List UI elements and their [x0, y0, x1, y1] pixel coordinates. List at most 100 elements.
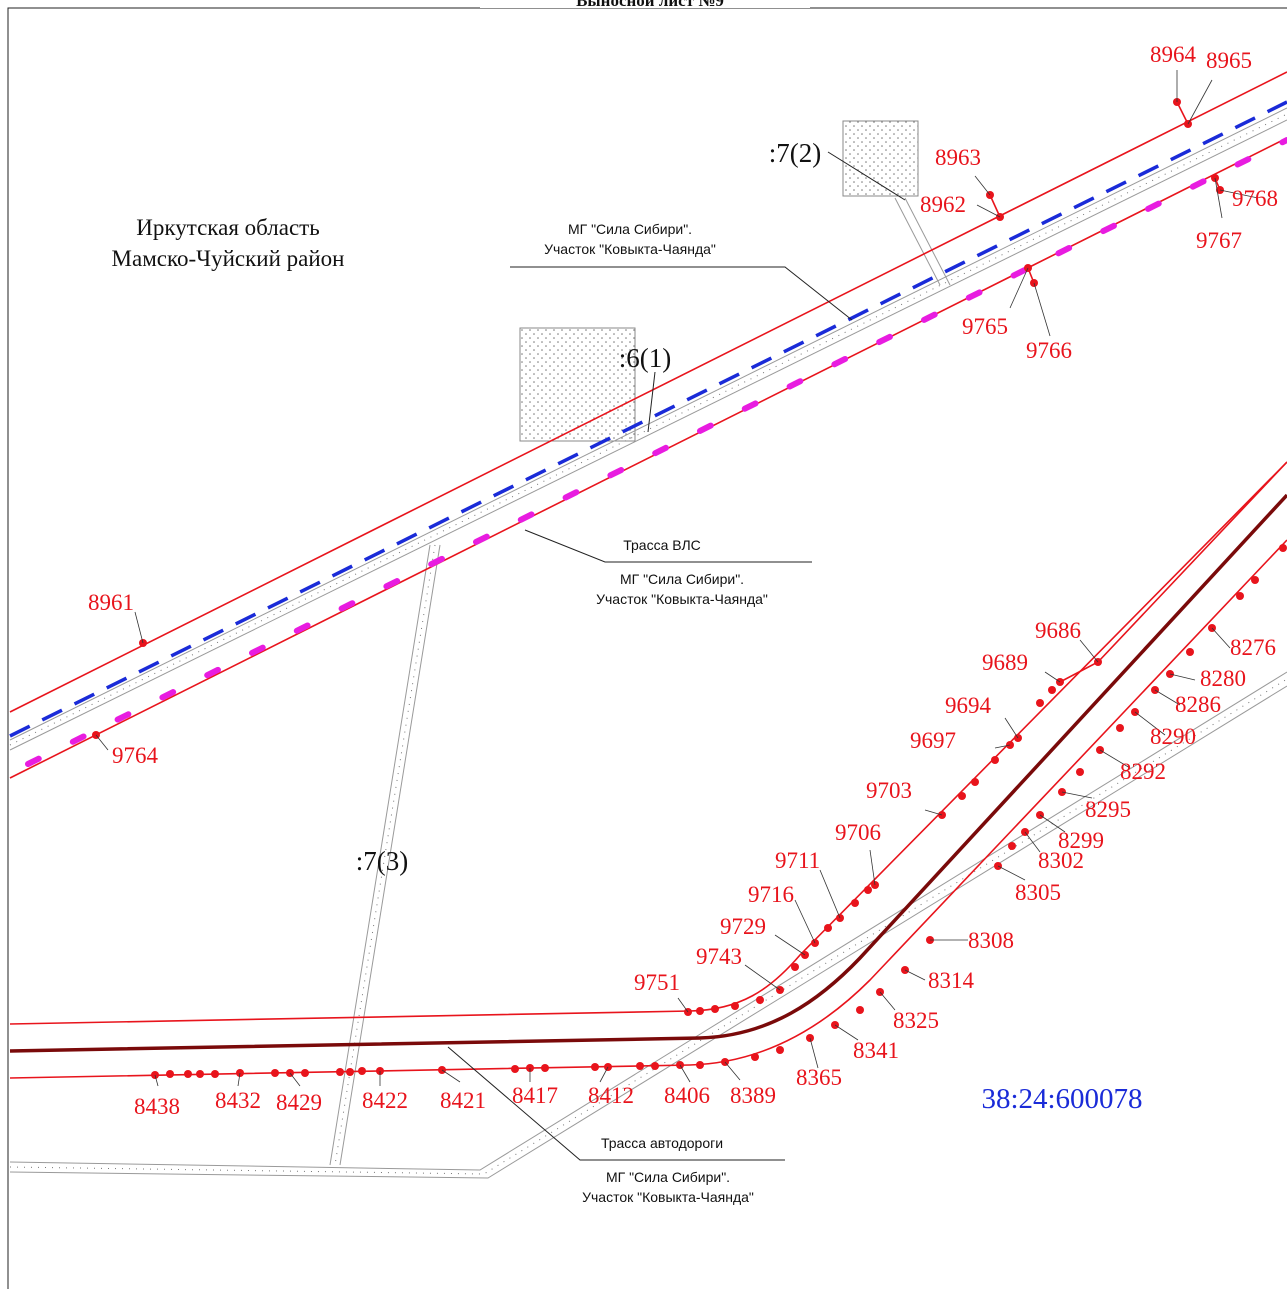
point-label-8429: 8429 — [276, 1090, 322, 1115]
power-line-route — [25, 137, 1287, 767]
point-label-8421: 8421 — [440, 1088, 486, 1113]
point-label-8280: 8280 — [1200, 666, 1246, 691]
point-marker — [711, 1005, 719, 1013]
road-strips — [9, 107, 1287, 1179]
callout-vls-line-2: Участок "Ковыкта-Чаянда" — [596, 591, 768, 607]
point-marker — [166, 1070, 174, 1078]
point-label-8962: 8962 — [920, 192, 966, 217]
point-marker — [511, 1065, 519, 1073]
boundary-jog-8964 — [1176, 101, 1189, 125]
callout-mg-top-line-1: МГ "Сила Сибири". — [568, 221, 692, 237]
point-marker — [1036, 699, 1044, 707]
point-marker — [1251, 576, 1259, 584]
cadastral-quarter-number: 38:24:600078 — [981, 1083, 1142, 1115]
point-marker — [591, 1063, 599, 1071]
point-marker — [958, 792, 966, 800]
upper-boundary-north — [9, 71, 1287, 713]
point-label-9697: 9697 — [910, 728, 956, 753]
point-marker — [1116, 724, 1124, 732]
leader-lines — [447, 151, 906, 1161]
point-label-8365: 8365 — [796, 1065, 842, 1090]
callout-road-line-2: Участок "Ковыкта-Чаянда" — [582, 1189, 754, 1205]
point-label-8964: 8964 — [1150, 42, 1197, 67]
point-label-9694: 9694 — [945, 693, 992, 718]
road-edge-bottom-2 — [9, 685, 1287, 1179]
point-label-8412: 8412 — [588, 1083, 634, 1108]
point-marker — [636, 1062, 644, 1070]
leader-vls — [524, 529, 812, 563]
title-mask — [480, 0, 810, 8]
point-marker — [971, 778, 979, 786]
point-marker — [864, 886, 872, 894]
point-label-9764: 9764 — [112, 743, 159, 768]
road-edge-lower — [9, 119, 1287, 751]
leader-plot-72 — [827, 151, 906, 201]
point-label-8422: 8422 — [362, 1088, 408, 1113]
point-label-8314: 8314 — [928, 968, 975, 993]
point-marker — [271, 1069, 279, 1077]
point-label-8438: 8438 — [134, 1094, 180, 1119]
pipeline-axis-lower — [9, 493, 1287, 1053]
point-marker — [756, 996, 764, 1004]
point-label-8302: 8302 — [1038, 848, 1084, 873]
point-label-8965: 8965 — [1206, 48, 1252, 73]
point-marker — [346, 1068, 354, 1076]
point-marker — [824, 924, 832, 932]
point-marker — [301, 1069, 309, 1077]
region-line-1: Иркутская область — [136, 215, 319, 240]
point-marker — [541, 1064, 549, 1072]
callout-vls-title: Трасса ВЛС — [623, 537, 701, 553]
point-label-8406: 8406 — [664, 1083, 710, 1108]
point-marker — [651, 1062, 659, 1070]
point-label-8389: 8389 — [730, 1083, 776, 1108]
point-label-8299: 8299 — [1058, 828, 1104, 853]
point-marker — [851, 899, 859, 907]
point-marker — [1008, 842, 1016, 850]
callout-road-title: Трасса автодороги — [601, 1135, 723, 1151]
point-label-8961: 8961 — [88, 590, 134, 615]
road-edge-left-1 — [329, 544, 431, 1166]
road-edge-left-2 — [339, 544, 441, 1166]
point-label-9686: 9686 — [1035, 618, 1081, 643]
leader-mg-top — [510, 266, 853, 321]
lower-boundary-south — [9, 539, 1287, 1079]
boundary-jog-8962 — [989, 194, 1001, 218]
point-marker — [1279, 544, 1287, 552]
point-label-9768: 9768 — [1232, 186, 1278, 211]
point-label-9689: 9689 — [982, 650, 1028, 675]
callout-vls-line-1: МГ "Сила Сибири". — [620, 571, 744, 587]
point-label-8305: 8305 — [1015, 880, 1061, 905]
road-edge-spur-1 — [894, 197, 941, 286]
sheet-title: Выносной лист №9 — [576, 0, 724, 10]
callout-road-line-1: МГ "Сила Сибири". — [606, 1169, 730, 1185]
gas-pipeline-axis — [9, 100, 1287, 738]
point-marker — [358, 1067, 366, 1075]
point-label-9711: 9711 — [775, 848, 820, 873]
point-marker — [731, 1002, 739, 1010]
point-label-8432: 8432 — [215, 1088, 261, 1113]
point-marker — [696, 1007, 704, 1015]
region-line-2: Мамско-Чуйский район — [112, 246, 345, 271]
point-marker — [776, 1046, 784, 1054]
point-marker — [196, 1070, 204, 1078]
point-marker — [1236, 592, 1244, 600]
point-marker — [991, 756, 999, 764]
point-marker — [336, 1068, 344, 1076]
point-marker — [1076, 768, 1084, 776]
leader-plot-61 — [647, 371, 656, 433]
point-label-8292: 8292 — [1120, 759, 1166, 784]
point-label-9716: 9716 — [748, 882, 794, 907]
point-marker — [184, 1070, 192, 1078]
point-label-9706: 9706 — [835, 820, 881, 845]
callout-mg-top-line-2: Участок "Ковыкта-Чаянда" — [544, 241, 716, 257]
point-marker — [791, 963, 799, 971]
point-label-8325: 8325 — [893, 1008, 939, 1033]
plot-label-6-1: :6(1) — [619, 343, 671, 373]
plot-label-7-2: :7(2) — [769, 138, 821, 168]
point-label-9743: 9743 — [696, 944, 742, 969]
point-label-8290: 8290 — [1150, 724, 1196, 749]
road-edge-bottom-1 — [9, 671, 1287, 1171]
point-label-9767: 9767 — [1196, 228, 1242, 253]
point-label-9751: 9751 — [634, 970, 680, 995]
